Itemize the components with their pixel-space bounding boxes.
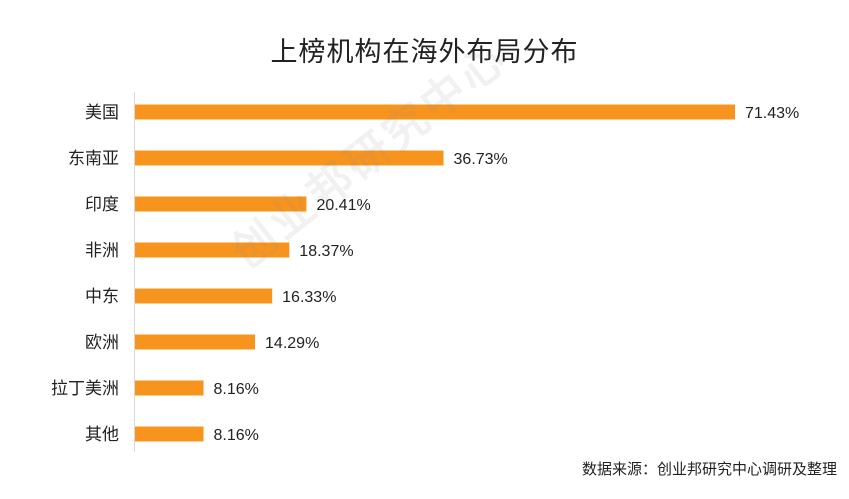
category-label: 东南亚	[68, 149, 119, 169]
category-label: 印度	[85, 195, 119, 215]
value-label: 16.33%	[282, 289, 336, 306]
category-label: 非洲	[85, 241, 119, 261]
value-label: 8.16%	[214, 427, 259, 444]
category-label: 美国	[85, 103, 119, 123]
bar	[135, 380, 204, 396]
value-label: 20.41%	[316, 197, 370, 214]
bar	[135, 242, 290, 258]
value-label: 18.37%	[299, 243, 353, 260]
value-label: 8.16%	[214, 381, 259, 398]
value-label: 36.73%	[454, 151, 508, 168]
bar	[135, 150, 444, 166]
bar	[135, 288, 273, 304]
bar	[135, 196, 307, 212]
category-label: 中东	[85, 287, 119, 307]
category-label: 其他	[85, 425, 119, 445]
value-label: 71.43%	[745, 105, 799, 122]
category-label: 拉丁美洲	[51, 379, 119, 399]
value-label: 14.29%	[265, 335, 319, 352]
bar	[135, 104, 735, 120]
bar	[135, 426, 204, 442]
category-label: 欧洲	[85, 333, 119, 353]
chart-title: 上榜机构在海外布局分布	[270, 37, 579, 68]
source-note: 数据来源：创业邦研究中心调研及整理	[581, 460, 837, 478]
bar	[135, 334, 256, 350]
